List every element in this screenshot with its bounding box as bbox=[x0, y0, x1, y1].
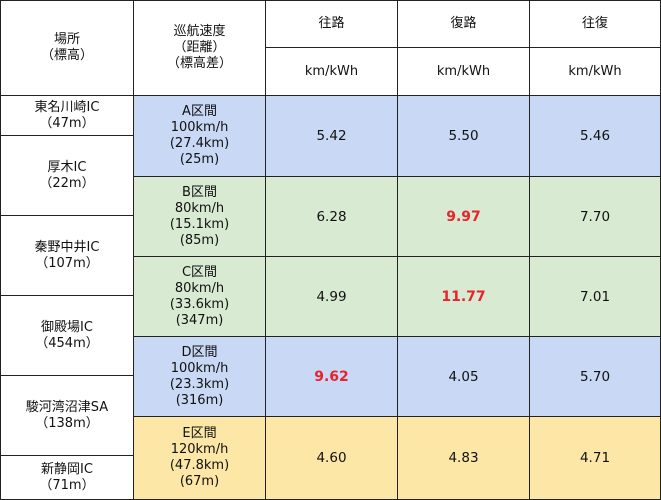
header-text: 場所 bbox=[53, 32, 80, 47]
location-cell: 秦野中井IC （107m） bbox=[0, 215, 134, 296]
section-text: D区間 bbox=[181, 344, 218, 360]
section-text: (27.4km) bbox=[169, 136, 230, 151]
header-text: （標高差） bbox=[166, 56, 232, 71]
section-cell: E区間 120km/h (47.8km) (67m) bbox=[133, 416, 266, 500]
value-cell: 7.01 bbox=[529, 256, 661, 337]
location-cell: 厚木IC （22m） bbox=[0, 135, 134, 216]
unit-text: km/kWh bbox=[436, 63, 491, 79]
section-text: 100km/h bbox=[170, 120, 229, 135]
location-name: 御殿場IC bbox=[41, 319, 93, 335]
value: 9.62 bbox=[314, 368, 349, 385]
value: 5.50 bbox=[448, 128, 479, 144]
location-elevation: （138m） bbox=[35, 415, 99, 431]
value: 9.97 bbox=[446, 208, 481, 225]
unit-header: km/kWh bbox=[265, 47, 398, 96]
unit-header: km/kWh bbox=[397, 47, 530, 96]
section-text: (33.6km) bbox=[169, 296, 230, 312]
section-text: 120km/h bbox=[170, 442, 229, 457]
section-text: (347m) bbox=[175, 312, 224, 328]
section-text: B区間 bbox=[182, 184, 217, 200]
unit-text: km/kWh bbox=[304, 63, 359, 79]
value-cell: 9.97 bbox=[397, 176, 530, 257]
value: 4.60 bbox=[316, 450, 347, 466]
header-text: 往路 bbox=[318, 16, 345, 31]
section-text: (25m) bbox=[179, 152, 220, 167]
value: 5.46 bbox=[579, 128, 611, 144]
location-name: 新静岡IC bbox=[41, 461, 93, 477]
location-header: 場所 （標高） bbox=[0, 0, 134, 96]
location-elevation: （22m） bbox=[39, 175, 95, 191]
value: 4.71 bbox=[579, 450, 611, 466]
value: 6.28 bbox=[316, 208, 347, 225]
value-cell: 4.71 bbox=[529, 416, 661, 500]
column-header: 往路 bbox=[265, 0, 398, 48]
location-cell: 御殿場IC （454m） bbox=[0, 295, 134, 376]
section-cell: A区間 100km/h (27.4km) (25m) bbox=[133, 95, 266, 177]
header-text: 巡航速度 bbox=[173, 24, 226, 39]
header-text: （標高） bbox=[40, 48, 93, 63]
section-text: 80km/h bbox=[174, 280, 225, 296]
header-text: 復路 bbox=[450, 16, 477, 31]
value-cell: 5.70 bbox=[529, 336, 661, 417]
column-header: 往復 bbox=[529, 0, 661, 48]
section-cell: D区間 100km/h (23.3km) (316m) bbox=[133, 336, 266, 417]
value: 11.77 bbox=[441, 288, 486, 305]
location-elevation: （71m） bbox=[39, 477, 95, 493]
section-text: (67m) bbox=[179, 474, 220, 489]
section-text: A区間 bbox=[182, 104, 217, 119]
value: 4.05 bbox=[448, 368, 479, 385]
value-cell: 4.60 bbox=[265, 416, 398, 500]
value: 7.01 bbox=[579, 288, 611, 305]
section-text: (316m) bbox=[175, 392, 224, 408]
value-cell: 6.28 bbox=[265, 176, 398, 257]
value-cell: 5.50 bbox=[397, 95, 530, 177]
location-elevation: （454m） bbox=[35, 335, 99, 351]
unit-header: km/kWh bbox=[529, 47, 661, 96]
header-text: 往復 bbox=[581, 16, 608, 31]
section-text: C区間 bbox=[181, 264, 218, 280]
value-cell: 5.46 bbox=[529, 95, 661, 177]
column-header: 復路 bbox=[397, 0, 530, 48]
section-text: (85m) bbox=[179, 232, 220, 248]
location-cell: 東名川崎IC （47m） bbox=[0, 95, 134, 136]
location-elevation: （107m） bbox=[35, 255, 99, 271]
section-text: 100km/h bbox=[170, 360, 229, 376]
header-text: （距離） bbox=[173, 40, 226, 55]
unit-text: km/kWh bbox=[568, 63, 622, 79]
cruise-header: 巡航速度 （距離） （標高差） bbox=[133, 0, 266, 96]
location-name: 秦野中井IC bbox=[34, 239, 100, 255]
value-cell: 4.99 bbox=[265, 256, 398, 337]
location-name: 東名川崎IC bbox=[34, 99, 100, 115]
section-text: (23.3km) bbox=[169, 376, 230, 392]
location-elevation: （47m） bbox=[39, 115, 95, 131]
location-cell: 新静岡IC （71m） bbox=[0, 455, 134, 500]
location-cell: 駿河湾沼津SA （138m） bbox=[0, 375, 134, 456]
value: 4.99 bbox=[316, 288, 347, 305]
location-name: 駿河湾沼津SA bbox=[25, 399, 109, 415]
section-cell: C区間 80km/h (33.6km) (347m) bbox=[133, 256, 266, 337]
section-text: (15.1km) bbox=[169, 216, 230, 232]
value-cell: 4.83 bbox=[397, 416, 530, 500]
value: 4.83 bbox=[448, 450, 479, 466]
value-cell: 9.62 bbox=[265, 336, 398, 417]
value: 7.70 bbox=[579, 208, 611, 225]
section-cell: B区間 80km/h (15.1km) (85m) bbox=[133, 176, 266, 257]
location-name: 厚木IC bbox=[47, 159, 87, 175]
section-text: 80km/h bbox=[174, 200, 225, 216]
value-cell: 7.70 bbox=[529, 176, 661, 257]
value-cell: 5.42 bbox=[265, 95, 398, 177]
value-cell: 4.05 bbox=[397, 336, 530, 417]
value-cell: 11.77 bbox=[397, 256, 530, 337]
section-text: (47.8km) bbox=[169, 458, 230, 473]
value: 5.42 bbox=[316, 128, 347, 144]
value: 5.70 bbox=[579, 368, 611, 385]
section-text: E区間 bbox=[182, 426, 217, 441]
